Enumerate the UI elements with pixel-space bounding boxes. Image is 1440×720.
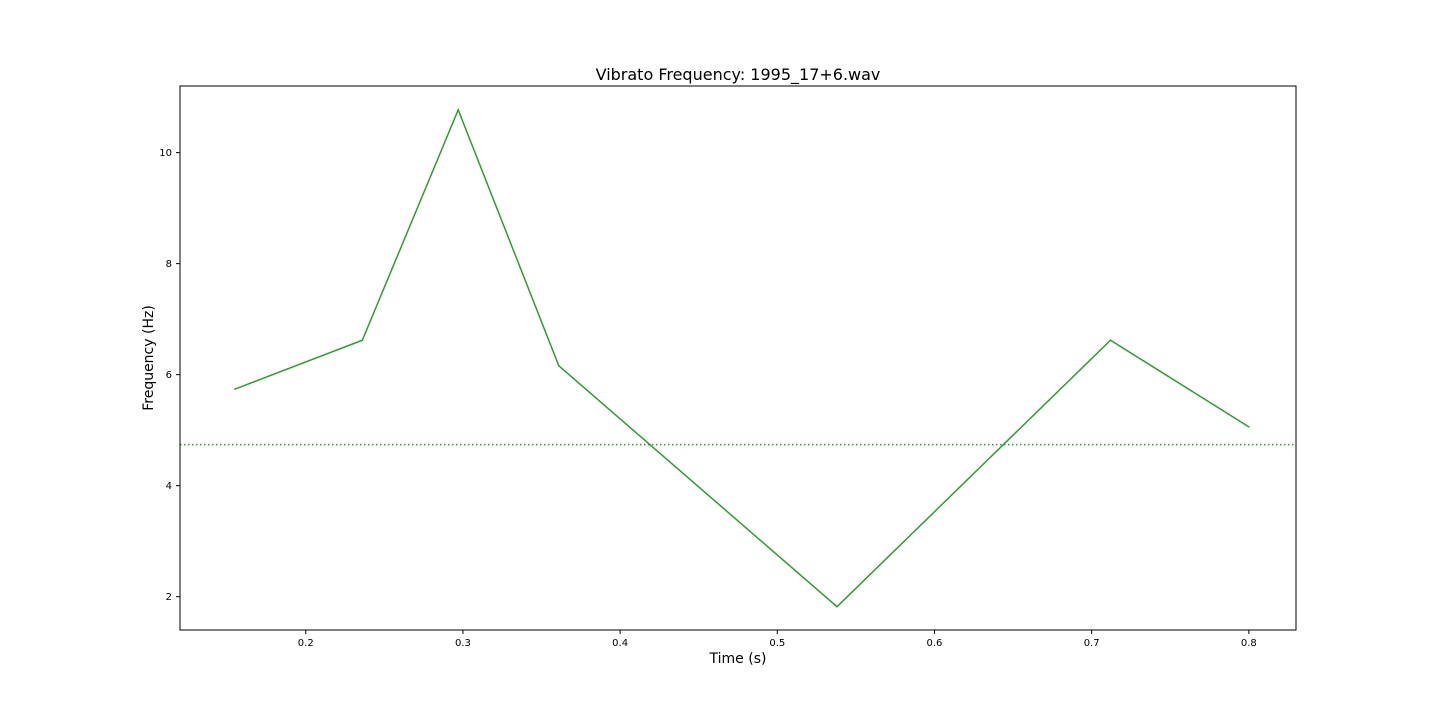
data-point-2 — [457, 109, 460, 111]
data-point-1 — [361, 339, 364, 342]
y-tick-label: 4 — [166, 481, 172, 492]
data-point-5 — [1109, 339, 1112, 342]
x-tick-label: 0.5 — [769, 638, 785, 649]
x-axis-label: Time (s) — [709, 651, 767, 667]
plot-marks — [180, 107, 1296, 608]
y-tick-label: 10 — [159, 148, 172, 159]
y-tick-label: 2 — [166, 592, 172, 603]
y-tick-label: 8 — [166, 259, 172, 270]
x-tick-label: 0.7 — [1084, 638, 1100, 649]
x-tick-label: 0.6 — [927, 638, 943, 649]
y-axis-ticks: 2 4 6 8 10 — [159, 148, 180, 603]
x-tick-label: 0.4 — [612, 638, 628, 649]
data-point-3 — [558, 364, 560, 367]
plot-frame — [179, 85, 1297, 631]
data-point-4 — [836, 605, 838, 608]
x-axis-ticks: 0.2 0.3 0.4 0.5 0.6 0.7 0.8 — [298, 630, 1257, 649]
data-point-0 — [234, 388, 236, 390]
data-point-6 — [1248, 426, 1250, 428]
y-tick-label: 6 — [166, 370, 172, 381]
x-tick-label: 0.2 — [298, 638, 314, 649]
y-axis-label: Frequency (Hz) — [141, 305, 157, 411]
chart-title: Vibrato Frequency: 1995_17+6.wav — [596, 65, 881, 85]
x-tick-label: 0.3 — [455, 638, 471, 649]
x-tick-label: 0.8 — [1241, 638, 1257, 649]
